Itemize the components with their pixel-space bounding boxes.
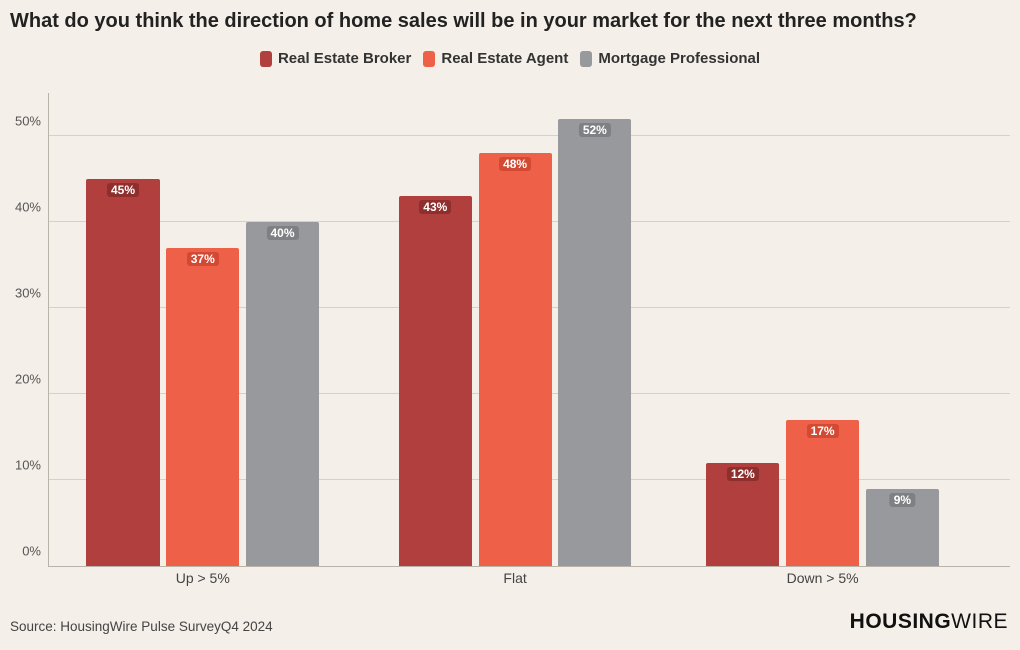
brand-logo: HOUSINGWIRE — [850, 610, 1008, 634]
legend: Real Estate Broker Real Estate Agent Mortg… — [0, 50, 1020, 72]
legend-swatch — [423, 51, 435, 67]
y-axis-tick-label: 0% — [22, 544, 49, 559]
y-axis-tick-label: 30% — [15, 286, 49, 301]
bar: 48% — [479, 153, 552, 566]
legend-swatch — [260, 51, 272, 67]
x-axis-category-label: Up > 5% — [176, 566, 230, 586]
gridline — [49, 135, 1010, 136]
plot-area: 0%10%20%30%40%50%Up > 5%45%37%40%Flat43%… — [48, 93, 1010, 567]
bar: 45% — [86, 179, 159, 566]
legend-item: Real Estate Agent — [423, 50, 568, 67]
logo-part-b: WIRE — [951, 610, 1008, 633]
bar: 43% — [399, 196, 472, 566]
chart-title: What do you think the direction of home … — [10, 10, 1000, 33]
bar-value-label: 17% — [807, 424, 839, 438]
legend-label: Mortgage Professional — [598, 50, 760, 67]
x-axis-category-label: Down > 5% — [787, 566, 859, 586]
bar: 40% — [246, 222, 319, 566]
y-axis-tick-label: 50% — [15, 114, 49, 129]
x-axis-category-label: Flat — [503, 566, 526, 586]
bar-value-label: 37% — [187, 252, 219, 266]
bar: 9% — [866, 489, 939, 566]
bar-value-label: 9% — [890, 493, 915, 507]
legend-label: Real Estate Broker — [278, 50, 411, 67]
bar: 12% — [706, 463, 779, 566]
legend-item: Real Estate Broker — [260, 50, 411, 67]
y-axis-tick-label: 40% — [15, 200, 49, 215]
logo-part-a: HOUSING — [850, 610, 952, 633]
y-axis-tick-label: 20% — [15, 372, 49, 387]
y-axis-tick-label: 10% — [15, 458, 49, 473]
bar-value-label: 43% — [419, 200, 451, 214]
legend-swatch — [580, 51, 592, 67]
bar: 17% — [786, 420, 859, 566]
footer: Source: HousingWire Pulse SurveyQ4 2024 … — [10, 610, 1008, 634]
bar-value-label: 48% — [499, 157, 531, 171]
legend-label: Real Estate Agent — [441, 50, 568, 67]
bar: 37% — [166, 248, 239, 566]
bar-value-label: 12% — [727, 467, 759, 481]
bar: 52% — [558, 119, 631, 566]
source-text: Source: HousingWire Pulse SurveyQ4 2024 — [10, 619, 273, 634]
bar-value-label: 45% — [107, 183, 139, 197]
legend-item: Mortgage Professional — [580, 50, 760, 67]
bar-value-label: 52% — [579, 123, 611, 137]
bar-value-label: 40% — [267, 226, 299, 240]
